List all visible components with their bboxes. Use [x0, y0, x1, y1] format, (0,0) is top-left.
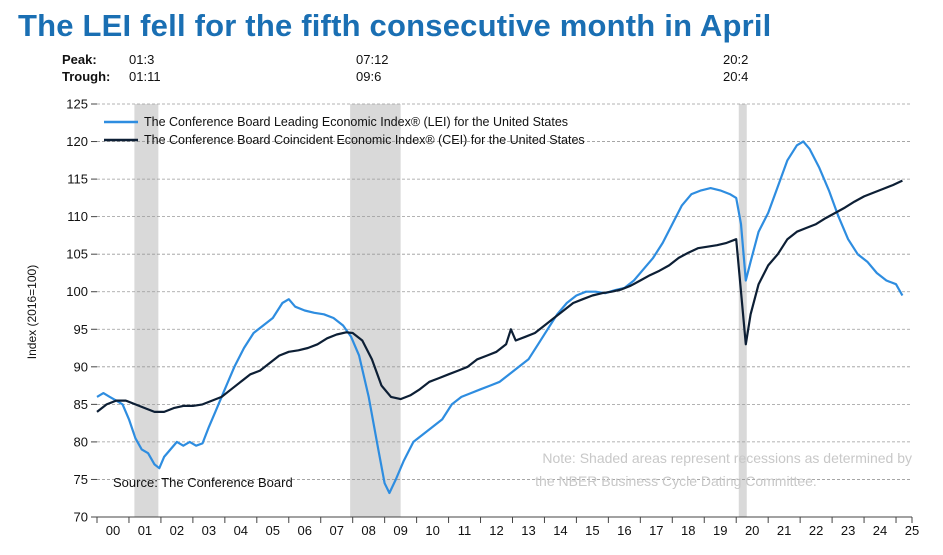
y-axis-label: Index (2016=100): [25, 265, 39, 359]
x-tick-label-03: 03: [202, 523, 216, 538]
y-tick-label-100: 100: [66, 284, 88, 299]
y-tick-label-115: 115: [67, 172, 88, 187]
x-tick-label-20: 20: [745, 523, 759, 538]
x-tick-label-14: 14: [553, 523, 567, 538]
y-tick-label-125: 125: [66, 97, 88, 112]
legend-label-lei: The Conference Board Leading Economic In…: [144, 115, 568, 129]
y-tick-label-90: 90: [74, 359, 88, 374]
x-tick-label-22: 22: [809, 523, 823, 538]
y-tick-label-75: 75: [74, 472, 88, 487]
recession-3-trough: 20:4: [723, 69, 749, 84]
x-tick-label-11: 11: [458, 523, 472, 538]
x-tick-label-04: 04: [234, 523, 248, 538]
source-text: Source: The Conference Board: [113, 475, 293, 490]
x-tick-label-24: 24: [873, 523, 887, 538]
x-tick-label-00: 00: [106, 523, 120, 538]
y-tick-label-80: 80: [74, 434, 88, 449]
x-tick-label-19: 19: [713, 523, 727, 538]
recession-band-1: [134, 104, 159, 517]
x-tick-label-08: 08: [361, 523, 375, 538]
recession-band-2: [350, 104, 401, 517]
x-tick-label-02: 02: [170, 523, 184, 538]
recession-2-trough: 09:6: [356, 69, 382, 84]
y-tick-label-110: 110: [67, 209, 88, 224]
legend-label-cei: The Conference Board Coincident Economic…: [144, 133, 585, 147]
recession-2-peak: 07:12: [356, 52, 389, 67]
x-tick-label-15: 15: [585, 523, 599, 538]
y-tick-label-120: 120: [66, 134, 88, 149]
recession-1-peak: 01:3: [129, 52, 155, 67]
peak-label: Peak:: [62, 52, 97, 67]
x-tick-label-01: 01: [138, 523, 152, 538]
x-tick-label-25: 25: [905, 523, 919, 538]
x-tick-label-05: 05: [266, 523, 280, 538]
recession-1-trough: 01:11: [129, 69, 161, 84]
x-tick-label-17: 17: [649, 523, 663, 538]
series-line-lei: [96, 140, 904, 495]
series-lines: [96, 140, 904, 495]
y-tick-label-85: 85: [74, 397, 88, 412]
x-tick-label-16: 16: [617, 523, 631, 538]
y-tick-label-70: 70: [74, 510, 88, 525]
y-tick-label-95: 95: [74, 322, 88, 337]
x-tick-label-09: 09: [393, 523, 407, 538]
x-tick-label-23: 23: [841, 523, 855, 538]
page-title: The LEI fell for the fifth consecutive m…: [18, 8, 772, 43]
x-tick-label-13: 13: [521, 523, 535, 538]
axes: 70 75 80 85 90 95 100 105 110 115 120 125 00 01 02 03 04…: [66, 97, 919, 539]
gridlines: [97, 103, 912, 480]
y-tick-label-105: 105: [66, 247, 88, 262]
legend: The Conference Board Leading Economic In…: [104, 115, 585, 147]
recession-note-line-1: Note: Shaded areas represent recessions …: [542, 450, 912, 466]
x-tick-label-12: 12: [489, 523, 503, 538]
recession-3-peak: 20:2: [723, 52, 749, 67]
x-tick-label-06: 06: [298, 523, 312, 538]
x-tick-label-21: 21: [777, 523, 791, 538]
x-tick-label-18: 18: [681, 523, 695, 538]
recession-note-line-2: the NBER Business Cycle Dating Committee…: [535, 473, 817, 489]
x-tick-label-10: 10: [425, 523, 439, 538]
series-line-cei: [96, 179, 903, 413]
trough-label: Trough:: [62, 69, 111, 84]
x-tick-label-07: 07: [329, 523, 343, 538]
